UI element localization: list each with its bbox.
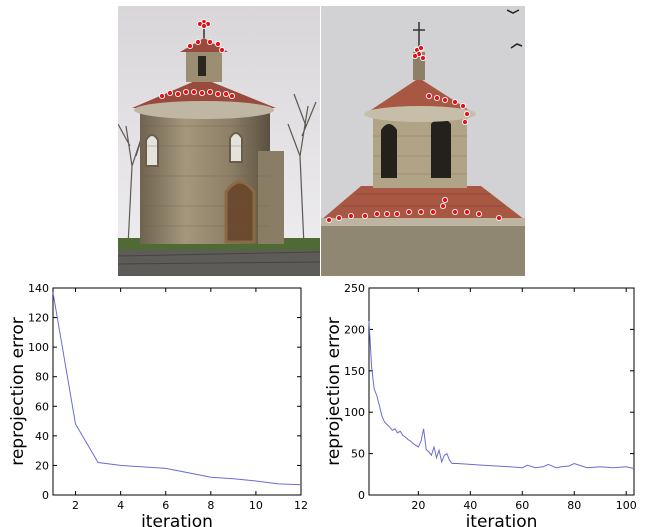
feature-point [214, 40, 222, 48]
y-tick-label: 80 [35, 371, 49, 384]
feature-point [206, 88, 214, 96]
chart-left-svg: 0 20 40 60 80 100 120 140 2 4 6 8 10 12 iteration re… [8, 282, 308, 527]
feature-point [373, 210, 381, 218]
y-tick-label: 150 [344, 365, 365, 378]
x-tick-label: 60 [515, 499, 529, 512]
x-tick-label: 10 [249, 499, 263, 512]
y-tick-label: 0 [42, 489, 49, 502]
feature-point [222, 90, 230, 98]
feature-point [495, 214, 503, 222]
right-series-line [368, 321, 635, 469]
y-tick-label: 200 [344, 323, 365, 336]
right-y-axis: 0 50 100 150 200 250 [344, 282, 634, 502]
feature-point [441, 196, 449, 204]
feature-point [325, 216, 333, 224]
rotunda-wide-view-illustration [118, 6, 320, 276]
feature-point [383, 210, 391, 218]
feature-point [433, 94, 441, 102]
feature-point [419, 54, 427, 62]
feature-point [441, 96, 449, 104]
y-tick-label: 60 [35, 400, 49, 413]
feature-point [214, 90, 222, 98]
feature-point [411, 52, 419, 60]
feature-point [347, 212, 355, 220]
feature-point [417, 208, 425, 216]
feature-point [335, 214, 343, 222]
x-tick-label: 2 [72, 499, 79, 512]
y-tick-label: 250 [344, 282, 365, 295]
chart-right-svg: 0 50 100 150 200 250 20 40 60 80 100 iteration re… [324, 282, 637, 527]
x-tick-label: 20 [411, 499, 425, 512]
feature-point [451, 98, 459, 106]
feature-point [463, 208, 471, 216]
left-x-axis-title: iteration [141, 512, 213, 527]
y-tick-label: 0 [358, 489, 365, 502]
feature-point [174, 90, 182, 98]
x-tick-label: 8 [207, 499, 214, 512]
x-tick-label: 40 [463, 499, 477, 512]
left-y-axis-title: reprojection error [8, 317, 28, 466]
rotunda-closeup-illustration [321, 6, 525, 276]
feature-point [393, 210, 401, 218]
x-tick-label: 4 [117, 499, 124, 512]
feature-point [166, 89, 174, 97]
feature-point [200, 22, 208, 30]
feature-point [425, 92, 433, 100]
y-tick-label: 140 [28, 282, 49, 295]
feature-point [405, 208, 413, 216]
x-tick-label: 80 [567, 499, 581, 512]
feature-point [439, 202, 447, 210]
photo-left-rotunda [118, 6, 320, 276]
feature-point [417, 44, 425, 52]
feature-point [198, 89, 206, 97]
feature-point [190, 88, 198, 96]
feature-point [463, 110, 471, 118]
right-x-axis: 20 40 60 80 100 [411, 288, 637, 512]
feature-point [475, 210, 483, 218]
y-tick-label: 50 [351, 448, 365, 461]
chart-left: 0 20 40 60 80 100 120 140 2 4 6 8 10 12 iteration re… [0, 280, 322, 527]
chart-right: 0 50 100 150 200 250 20 40 60 80 100 iteration re… [322, 280, 645, 527]
feature-point [361, 212, 369, 220]
photo-right-rotunda-closeup [321, 6, 525, 276]
left-plot-frame [52, 287, 302, 496]
y-tick-label: 100 [28, 341, 49, 354]
feature-point [461, 118, 469, 126]
right-plot-frame [368, 287, 635, 496]
feature-point [451, 208, 459, 216]
left-series-line [52, 292, 302, 486]
left-y-axis: 0 20 40 60 80 100 120 140 [28, 282, 301, 502]
y-tick-label: 20 [35, 459, 49, 472]
right-x-axis-title: iteration [466, 512, 538, 527]
feature-point [218, 46, 226, 54]
x-tick-label: 6 [162, 499, 169, 512]
y-tick-label: 100 [344, 406, 365, 419]
feature-point [186, 42, 194, 50]
y-tick-label: 40 [35, 430, 49, 443]
feature-point [206, 38, 214, 46]
feature-point [158, 92, 166, 100]
feature-points-right [325, 44, 503, 224]
feature-points-left [158, 18, 236, 100]
feature-point [228, 92, 236, 100]
left-x-axis: 2 4 6 8 10 12 [72, 288, 308, 512]
y-tick-label: 120 [28, 312, 49, 325]
right-y-axis-title: reprojection error [324, 317, 344, 466]
x-tick-label: 100 [616, 499, 637, 512]
feature-point [194, 38, 202, 46]
feature-point [459, 102, 467, 110]
feature-point [182, 88, 190, 96]
x-tick-label: 12 [294, 499, 308, 512]
feature-point [429, 208, 437, 216]
